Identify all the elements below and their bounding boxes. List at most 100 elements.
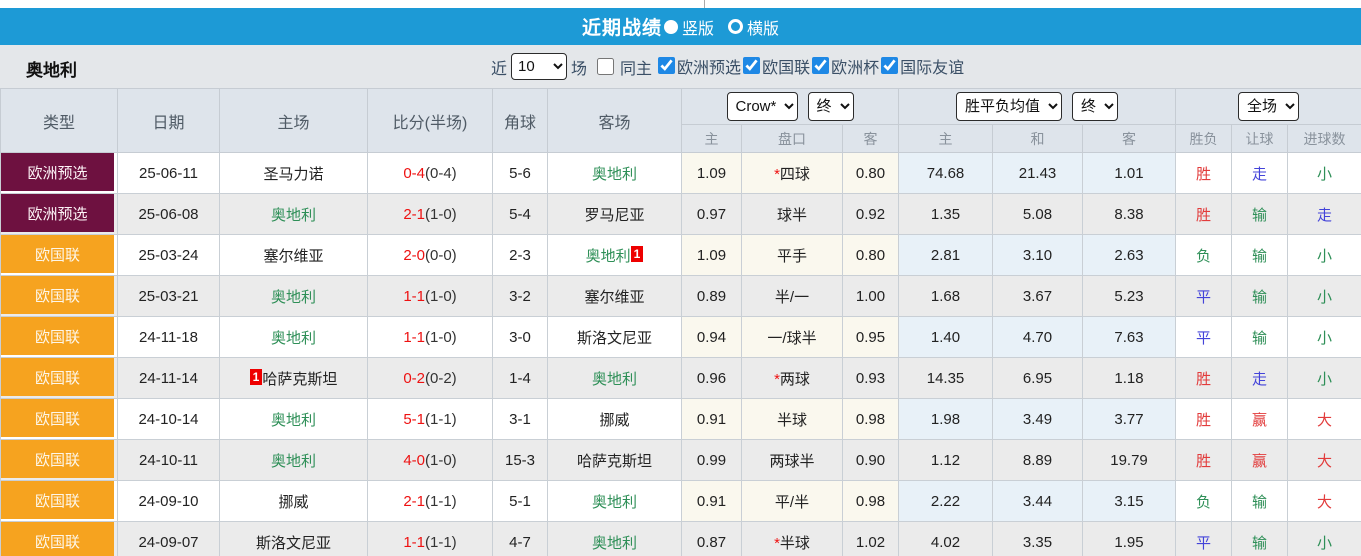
- result-outcome: 负: [1175, 480, 1233, 522]
- result-handicap: 输: [1231, 193, 1289, 235]
- away-team: 奥地利: [547, 480, 682, 522]
- table-row: 欧国联 24-09-10 挪威 2-1(1-1) 5-1 奥地利 0.91 平/…: [0, 480, 1361, 522]
- odds-away: 0.80: [841, 152, 900, 194]
- match-score: 5-1(1-1): [367, 398, 493, 440]
- subheader-odds-home: 主: [681, 124, 742, 153]
- top-strip-divider: [704, 0, 705, 8]
- corner-score: 4-7: [492, 521, 548, 556]
- avg-away: 2.63: [1082, 234, 1177, 276]
- result-outcome: 平: [1175, 521, 1233, 556]
- competition-checkbox[interactable]: [743, 57, 761, 75]
- competition-type-badge: 欧洲预选: [1, 194, 114, 232]
- avg-draw: 6.95: [992, 357, 1084, 399]
- result-handicap: 走: [1231, 357, 1289, 399]
- competition-filter[interactable]: 欧国联: [741, 54, 810, 78]
- radio-vertical-selected-icon[interactable]: [663, 19, 678, 34]
- corner-score: 3-2: [492, 275, 548, 317]
- match-date: 24-09-07: [117, 521, 220, 556]
- competition-type-badge: 欧国联: [1, 317, 114, 355]
- competition-label: 国际友谊: [900, 59, 965, 77]
- match-count-select[interactable]: 10: [511, 53, 568, 80]
- rank-badge: 1: [249, 368, 263, 385]
- recent-label: 近: [491, 60, 508, 78]
- competition-checkbox[interactable]: [812, 57, 830, 75]
- odds-home: 0.99: [681, 439, 742, 481]
- corner-score: 5-1: [492, 480, 548, 522]
- home-team: 奥地利: [219, 275, 368, 317]
- competition-checkbox[interactable]: [881, 57, 899, 75]
- odds-home: 0.91: [681, 398, 742, 440]
- result-handicap: 输: [1231, 234, 1289, 276]
- radio-vertical-label[interactable]: 竖版: [681, 20, 714, 38]
- avg-away: 7.63: [1082, 316, 1177, 358]
- table-row: 欧洲预选 25-06-11 圣马力诺 0-4(0-4) 5-6 奥地利 1.09…: [0, 152, 1361, 194]
- match-date: 24-10-11: [117, 439, 220, 481]
- competition-filters: 欧洲预选 欧国联 欧洲杯 国际友谊: [656, 54, 964, 80]
- avg-away: 1.01: [1082, 152, 1177, 194]
- corner-score: 5-6: [492, 152, 548, 194]
- avg-draw: 3.44: [992, 480, 1084, 522]
- avg-away: 19.79: [1082, 439, 1177, 481]
- scope-select[interactable]: 全场: [1238, 92, 1300, 121]
- radio-horizontal-label[interactable]: 横版: [747, 20, 780, 38]
- corner-score: 3-0: [492, 316, 548, 358]
- result-outcome: 胜: [1175, 152, 1233, 194]
- result-handicap: 输: [1231, 316, 1289, 358]
- avg-draw: 3.35: [992, 521, 1084, 556]
- competition-filter[interactable]: 国际友谊: [879, 54, 964, 78]
- radio-horizontal-icon[interactable]: [728, 19, 743, 34]
- competition-label: 欧国联: [762, 59, 811, 77]
- competition-checkbox[interactable]: [658, 57, 676, 75]
- competition-filter[interactable]: 欧洲杯: [810, 54, 879, 78]
- corner-score: 2-3: [492, 234, 548, 276]
- avg-draw: 5.08: [992, 193, 1084, 235]
- match-date: 24-10-14: [117, 398, 220, 440]
- odds-company-select[interactable]: Crow*: [726, 92, 798, 121]
- result-handicap: 输: [1231, 275, 1289, 317]
- home-team: 挪威: [219, 480, 368, 522]
- away-team: 塞尔维亚: [547, 275, 682, 317]
- match-score: 2-1(1-0): [367, 193, 493, 235]
- odds-away: 1.00: [841, 275, 900, 317]
- odds-home: 0.94: [681, 316, 742, 358]
- home-team: 奥地利: [219, 316, 368, 358]
- odds-handicap: 球半: [741, 193, 843, 235]
- avg-type-select[interactable]: 胜平负均值: [956, 92, 1063, 121]
- home-team: 圣马力诺: [219, 152, 368, 194]
- odds-away: 1.02: [841, 521, 900, 556]
- odds-home: 0.91: [681, 480, 742, 522]
- odds-handicap: 平手: [741, 234, 843, 276]
- avg-home: 2.81: [898, 234, 994, 276]
- col-header-home: 主场: [219, 88, 368, 153]
- table-row: 欧国联 24-11-14 1 哈萨克斯坦 0-2(0-2) 1-4 奥地利 0.9…: [0, 357, 1361, 399]
- avg-home: 14.35: [898, 357, 994, 399]
- same-home-checkbox[interactable]: [597, 58, 615, 75]
- odds-time-select[interactable]: 终: [807, 92, 854, 121]
- away-team: 斯洛文尼亚: [547, 316, 682, 358]
- subheader-handicap: 盘口: [741, 124, 843, 153]
- match-date: 25-06-08: [117, 193, 220, 235]
- result-goals: 大: [1287, 398, 1361, 440]
- avg-home: 2.22: [898, 480, 994, 522]
- avg-time-select[interactable]: 终: [1072, 92, 1119, 121]
- odds-handicap: *两球: [741, 357, 843, 399]
- competition-type-badge: 欧国联: [1, 399, 114, 437]
- competition-filter[interactable]: 欧洲预选: [656, 54, 741, 78]
- result-handicap: 赢: [1231, 398, 1289, 440]
- col-header-away: 客场: [547, 88, 682, 153]
- col-header-score: 比分(半场): [367, 88, 493, 153]
- corner-score: 3-1: [492, 398, 548, 440]
- avg-home: 1.40: [898, 316, 994, 358]
- avg-home: 1.12: [898, 439, 994, 481]
- result-goals: 小: [1287, 152, 1361, 194]
- odds-away: 0.90: [841, 439, 900, 481]
- avg-home: 74.68: [898, 152, 994, 194]
- matches-label: 场: [571, 60, 588, 78]
- match-score: 1-1(1-0): [367, 275, 493, 317]
- scope-dropdown-group: 全场: [1175, 88, 1361, 125]
- away-team: 奥地利 1: [547, 234, 682, 276]
- corner-score: 5-4: [492, 193, 548, 235]
- odds-dropdown-group: Crow* 终: [680, 88, 900, 125]
- result-handicap: 输: [1231, 480, 1289, 522]
